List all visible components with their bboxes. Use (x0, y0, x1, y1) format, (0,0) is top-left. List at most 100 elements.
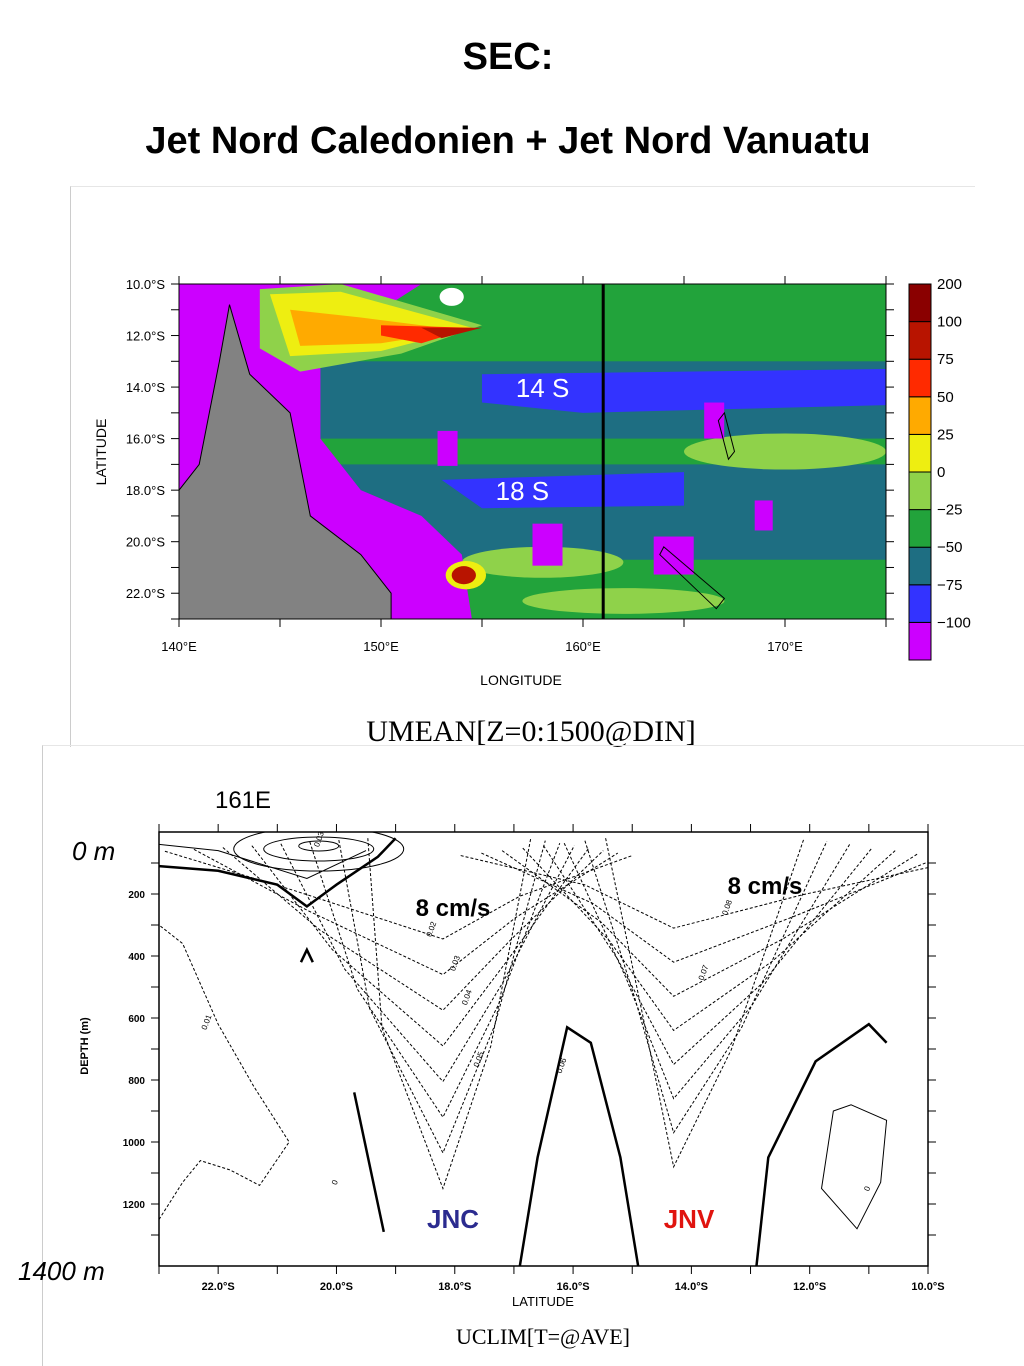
zero-contour (299, 946, 314, 963)
y-tick-label: 12.0°S (126, 329, 166, 344)
contour-label: 0.07 (697, 963, 711, 981)
contour-label: 0 (862, 1185, 872, 1193)
field-purple-patch (754, 500, 773, 531)
contour-jnv (605, 838, 805, 1169)
australia-land (179, 304, 392, 619)
contour-jnc (338, 839, 546, 1155)
map-caption: UMEAN[Z=0:1500@DIN] (366, 715, 696, 747)
contour-jnv (563, 842, 851, 1100)
section-caption: UCLIM[T=@AVE] (456, 1324, 630, 1349)
section-frame (158, 831, 929, 1267)
x-axis-label: LONGITUDE (480, 672, 562, 688)
contour-jnv (460, 855, 928, 929)
colorbar-swatch (908, 433, 932, 473)
umean-map-chart: 14 S 18 S 140°E 150°E 160°E 170°E 10.0°S 12.0°S… (93, 276, 971, 747)
colorbar-label: 200 (937, 276, 962, 293)
x-tick-label: 22.0°S (202, 1281, 235, 1293)
contour-jnc (367, 838, 532, 1190)
colorbar-label: −50 (937, 539, 962, 556)
contour-jnc (280, 843, 575, 1083)
y-tick-label: 600 (128, 1014, 145, 1025)
colorbar-label: 100 (937, 314, 962, 331)
contour-surface-line (159, 843, 367, 880)
contour-label: 0.08 (720, 898, 734, 916)
jnc-label: JNC (427, 1204, 479, 1234)
jet-18s (441, 472, 684, 509)
y-tick-label: 14.0°S (126, 380, 166, 395)
zero-contour-east (755, 1022, 888, 1266)
x-tick-label: 140°E (161, 639, 197, 654)
contour-label: 0 (330, 1178, 340, 1186)
contour-label: 0.03 (448, 954, 462, 972)
y-tick-label: 16.0°S (126, 432, 166, 447)
x-tick-label: 14.0°S (675, 1281, 708, 1293)
speed-label-jnc: 8 cm/s (416, 895, 491, 922)
y-tick-label: 22.0°S (126, 586, 166, 601)
contour-jnv (584, 840, 828, 1134)
x-tick-label: 160°E (565, 639, 601, 654)
contour-surface (298, 840, 340, 852)
jet-label: 18 S (496, 476, 550, 506)
y-tick-label: 1000 (123, 1138, 146, 1149)
page-title: SEC: (462, 36, 554, 78)
contour-jnv (543, 845, 873, 1066)
y-tick-label: 1200 (123, 1200, 146, 1211)
contour-jnc (309, 841, 561, 1119)
field-purple-patch (437, 430, 458, 466)
jet-14s (482, 369, 886, 413)
x-tick-label: 18.0°S (438, 1281, 471, 1293)
zero-contour-ridge (518, 1025, 640, 1266)
contour-label: 0.06 (555, 1056, 569, 1074)
field-ejet-darkred (421, 327, 482, 339)
y-axis-label: DEPTH (m) (79, 1017, 91, 1075)
uclim-section-chart: 200 400 600 800 1000 1200 22.0°S 20.0°S 18.0°S 16… (79, 787, 945, 1349)
contour-jnv (501, 850, 919, 997)
new-caledonia-outline (659, 546, 726, 610)
colorbar-swatch (908, 283, 932, 323)
y-tick-label: 800 (128, 1076, 145, 1087)
map-fields (179, 284, 886, 619)
colorbar-label: −75 (937, 577, 962, 594)
colorbar-label: 0 (937, 464, 945, 481)
jet-label: 14 S (516, 373, 570, 403)
field-white-patch (439, 287, 464, 306)
field-purple-patch (532, 523, 563, 566)
x-tick-label: 10.0°S (911, 1281, 944, 1293)
colorbar-label: 75 (937, 351, 954, 368)
colorbar-swatch (908, 584, 932, 623)
colorbar-label: 25 (937, 426, 954, 443)
contour-jnc (222, 847, 604, 1011)
y-tick-label: 20.0°S (126, 535, 166, 550)
x-tick-label: 12.0°S (793, 1281, 826, 1293)
top-depth-label: 0 m (72, 836, 116, 866)
map-panel: 14 S 18 S 140°E 150°E 160°E 170°E 10.0°S 12.0°S… (70, 186, 975, 747)
coastline (179, 304, 392, 619)
colorbar-swatch (908, 321, 932, 360)
contour-surface (263, 836, 375, 862)
contour-label: 0.02 (425, 920, 439, 938)
y-axis-label: LATITUDE (93, 419, 109, 486)
x-axis-label: LATITUDE (512, 1294, 574, 1309)
y-tick-label: 200 (128, 890, 145, 901)
longitude-label: 161E (215, 787, 271, 814)
contour-surface (233, 832, 405, 872)
colorbar-swatch (908, 358, 932, 398)
x-tick-label: 170°E (767, 639, 803, 654)
contour-jnc (164, 850, 633, 940)
vanuatu-outline (717, 411, 736, 461)
colorbar-swatch (908, 471, 932, 511)
colorbar-swatch (908, 621, 932, 661)
section-panel: 200 400 600 800 1000 1200 22.0°S 20.0°S 18.0°S 16… (42, 745, 1024, 1366)
field-blob-22s-core (451, 566, 476, 585)
y-tick-label: 400 (128, 952, 145, 963)
contour-group (159, 832, 928, 1266)
contour-jnc (193, 848, 619, 976)
colorbar-label: 50 (937, 389, 954, 406)
bottom-depth-label: 1400 m (18, 1256, 105, 1286)
field-light-green-south2 (522, 588, 725, 614)
zero-contour (352, 1092, 386, 1233)
jnv-label: JNV (664, 1204, 715, 1234)
y-tick-label: 18.0°S (126, 483, 166, 498)
x-tick-label: 16.0°S (556, 1281, 589, 1293)
contour-jnc (251, 845, 590, 1047)
